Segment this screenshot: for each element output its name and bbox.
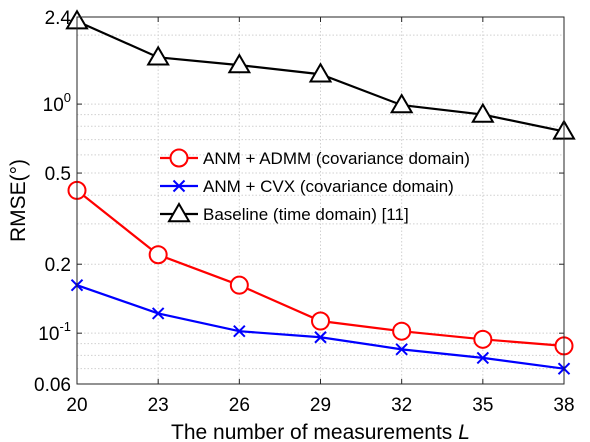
legend-label: Baseline (time domain) [11]: [203, 205, 409, 224]
data-point: [314, 331, 327, 344]
data-point: [229, 275, 249, 295]
data-point: [233, 325, 246, 338]
x-tick-label: 32: [391, 395, 412, 416]
series-1: [70, 278, 571, 375]
x-tick-label: 29: [310, 395, 331, 416]
x-axis-label-text: The number of measurements: [171, 421, 452, 442]
legend-entry: Baseline (time domain) [11]: [160, 202, 409, 224]
x-axis-label-var: L: [458, 421, 470, 442]
data-point: [389, 93, 414, 114]
y-tick-label-exponent: -1: [59, 319, 71, 334]
data-point: [146, 45, 170, 66]
data-point: [476, 351, 490, 365]
y-tick-label-base: 10: [38, 324, 59, 345]
data-point: [227, 53, 252, 74]
y-tick-label: 10-1: [38, 319, 71, 345]
legend-marker: [172, 179, 186, 193]
x-tick-label: 23: [148, 395, 169, 416]
y-tick-label: 0.06: [34, 375, 71, 396]
data-point: [148, 245, 168, 265]
data-point: [395, 343, 408, 356]
x-tick-label: 20: [66, 395, 87, 416]
legend-marker: [167, 202, 191, 223]
y-axis-label: RMSE(°): [7, 159, 30, 242]
data-point: [473, 329, 493, 349]
y-tick-label: 0.2: [45, 255, 71, 276]
data-point: [311, 311, 330, 331]
legend-entry: ANM + CVX (covariance domain): [160, 177, 454, 196]
legend-label: ANM + ADMM (covariance domain): [203, 149, 470, 168]
legend-label: ANM + CVX (covariance domain): [203, 177, 454, 196]
legend: ANM + ADMM (covariance domain) ANM + CVX …: [160, 148, 470, 224]
y-tick-label: 0.5: [45, 164, 71, 185]
legend-entry: ANM + ADMM (covariance domain): [160, 148, 470, 168]
legend-marker: [169, 148, 189, 168]
x-tick-label: 35: [472, 395, 493, 416]
data-point: [151, 307, 165, 320]
y-tick-label-exponent: 0: [64, 90, 71, 105]
y-tick-label: 2.4: [45, 8, 72, 29]
data-point: [308, 62, 333, 83]
y-tick-label-base: 10: [43, 95, 64, 116]
x-tick-label: 26: [229, 395, 250, 416]
x-axis-label: The number of measurements L: [171, 421, 470, 442]
data-point: [471, 102, 495, 123]
data-point: [392, 321, 412, 341]
x-tick-label: 38: [553, 395, 574, 416]
y-tick-label: 100: [43, 90, 71, 116]
series-2: [65, 9, 576, 140]
